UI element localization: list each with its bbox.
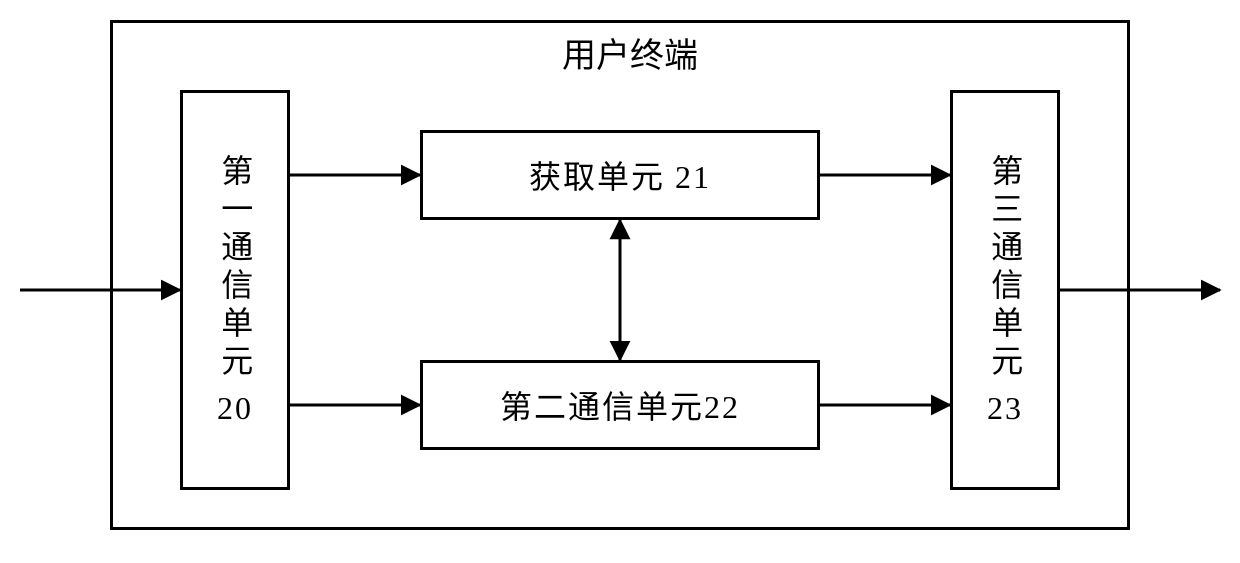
node-unit-23-number: 23 <box>987 390 1023 427</box>
node-unit-22-label: 第二通信单元22 <box>500 382 740 428</box>
node-unit-21-label: 获取单元 21 <box>529 152 711 198</box>
node-unit-23: 第三通信单元 23 <box>950 90 1060 490</box>
node-unit-20-label: 第一通信单元 <box>216 154 254 382</box>
diagram-canvas: { "type": "flowchart", "background_color… <box>0 0 1240 563</box>
node-unit-23-label: 第三通信单元 <box>986 154 1024 382</box>
node-unit-21: 获取单元 21 <box>420 130 820 220</box>
node-unit-20: 第一通信单元 20 <box>180 90 290 490</box>
node-unit-22: 第二通信单元22 <box>420 360 820 450</box>
node-unit-20-number: 20 <box>217 390 253 427</box>
